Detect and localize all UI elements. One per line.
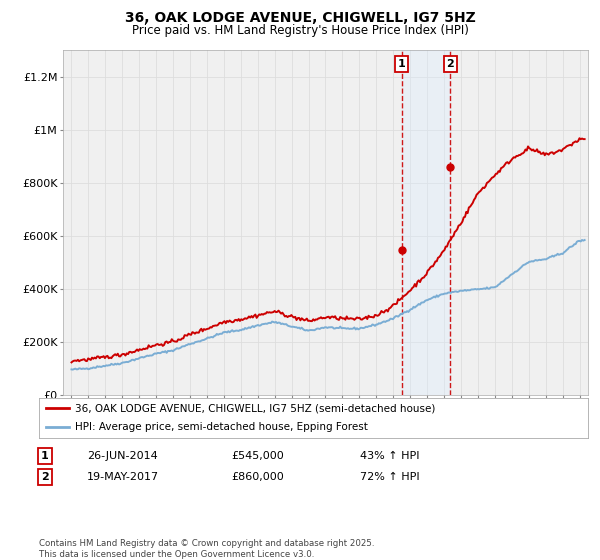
Bar xyxy=(401,50,451,395)
Text: 19-MAY-2017: 19-MAY-2017 xyxy=(87,472,159,482)
Text: 2: 2 xyxy=(41,472,49,482)
Text: 72% ↑ HPI: 72% ↑ HPI xyxy=(360,472,419,482)
Text: 26-JUN-2014: 26-JUN-2014 xyxy=(87,451,158,461)
Text: 1: 1 xyxy=(398,59,406,69)
Text: 36, OAK LODGE AVENUE, CHIGWELL, IG7 5HZ: 36, OAK LODGE AVENUE, CHIGWELL, IG7 5HZ xyxy=(125,11,475,25)
Text: Price paid vs. HM Land Registry's House Price Index (HPI): Price paid vs. HM Land Registry's House … xyxy=(131,24,469,36)
Text: 36, OAK LODGE AVENUE, CHIGWELL, IG7 5HZ (semi-detached house): 36, OAK LODGE AVENUE, CHIGWELL, IG7 5HZ … xyxy=(74,404,435,413)
Text: 1: 1 xyxy=(41,451,49,461)
Text: £860,000: £860,000 xyxy=(231,472,284,482)
Text: Contains HM Land Registry data © Crown copyright and database right 2025.
This d: Contains HM Land Registry data © Crown c… xyxy=(39,539,374,559)
Text: 43% ↑ HPI: 43% ↑ HPI xyxy=(360,451,419,461)
Text: HPI: Average price, semi-detached house, Epping Forest: HPI: Average price, semi-detached house,… xyxy=(74,422,368,432)
Text: 2: 2 xyxy=(446,59,454,69)
Text: £545,000: £545,000 xyxy=(231,451,284,461)
